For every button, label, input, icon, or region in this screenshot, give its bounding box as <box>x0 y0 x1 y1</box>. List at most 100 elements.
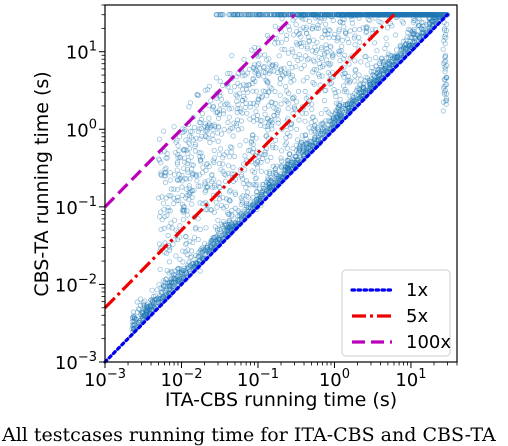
data-point <box>394 12 400 18</box>
data-point <box>341 109 348 115</box>
data-point <box>375 70 381 76</box>
data-point <box>413 37 420 43</box>
data-point <box>395 12 401 18</box>
data-point <box>412 35 419 41</box>
data-point <box>354 12 361 18</box>
data-point <box>217 146 224 152</box>
data-point <box>304 140 310 146</box>
data-point <box>289 65 295 71</box>
data-point <box>327 72 333 78</box>
data-point <box>176 171 182 178</box>
data-point <box>279 174 285 180</box>
data-point <box>406 43 413 49</box>
data-point <box>245 82 252 88</box>
data-point <box>310 79 316 86</box>
data-point <box>166 193 172 199</box>
data-point <box>129 315 136 321</box>
data-point <box>317 131 324 137</box>
data-point <box>346 12 352 18</box>
data-point <box>168 282 174 289</box>
data-point <box>309 143 315 150</box>
data-point <box>336 12 342 18</box>
data-point <box>277 176 284 182</box>
data-point <box>177 155 184 161</box>
data-point <box>240 176 246 182</box>
data-point <box>204 161 210 167</box>
data-point <box>247 104 253 110</box>
data-point <box>227 70 233 77</box>
data-point <box>264 12 270 18</box>
data-point <box>383 12 389 18</box>
data-point <box>369 65 375 71</box>
data-point <box>375 12 382 18</box>
data-point <box>150 299 156 305</box>
data-point <box>193 135 199 141</box>
data-point <box>402 12 408 18</box>
data-point <box>340 103 346 109</box>
data-point <box>333 100 339 106</box>
data-point <box>261 64 267 70</box>
data-point <box>183 241 189 247</box>
data-point <box>325 12 331 18</box>
data-point <box>159 217 165 223</box>
data-point <box>302 12 308 18</box>
data-point <box>323 118 329 124</box>
data-point <box>192 259 198 265</box>
data-point <box>229 12 235 18</box>
data-point <box>296 30 303 37</box>
data-point <box>307 12 313 18</box>
data-point <box>407 27 413 33</box>
data-point <box>308 142 314 149</box>
data-point <box>302 12 308 18</box>
data-point <box>353 12 359 19</box>
data-point <box>411 12 417 18</box>
data-point <box>174 198 180 204</box>
data-point <box>177 234 183 240</box>
data-point <box>252 44 258 51</box>
data-point <box>232 221 238 227</box>
data-point <box>171 276 178 282</box>
data-point <box>403 12 409 18</box>
data-point <box>442 87 448 94</box>
data-point <box>373 12 379 18</box>
data-point <box>383 55 390 61</box>
data-point <box>362 12 368 18</box>
data-point <box>303 53 309 59</box>
data-point <box>217 226 223 233</box>
data-point <box>304 57 311 63</box>
data-point <box>198 116 204 123</box>
data-point <box>216 160 223 167</box>
data-point <box>378 12 384 18</box>
data-point <box>367 82 373 88</box>
data-point <box>184 270 190 276</box>
data-point <box>369 12 375 18</box>
data-point <box>248 100 254 107</box>
data-point <box>227 219 233 225</box>
reference-line-1x <box>103 13 449 364</box>
data-point <box>362 12 368 18</box>
data-point <box>237 213 243 219</box>
data-point <box>407 12 414 18</box>
data-point <box>269 185 275 191</box>
data-point <box>421 12 427 18</box>
data-point <box>300 142 306 148</box>
data-point <box>283 36 289 43</box>
data-point <box>245 194 251 200</box>
data-point <box>211 159 217 166</box>
data-point <box>257 12 263 18</box>
data-point <box>187 141 193 147</box>
data-point <box>255 73 261 79</box>
data-point <box>315 135 321 141</box>
data-point <box>183 270 189 276</box>
data-point <box>216 230 222 236</box>
data-point <box>336 110 342 116</box>
data-point <box>300 12 306 18</box>
data-point <box>205 244 211 250</box>
data-point <box>147 303 153 309</box>
data-point <box>319 126 325 132</box>
data-point <box>282 97 288 103</box>
data-point <box>165 207 171 213</box>
data-point <box>251 200 257 206</box>
data-point <box>385 60 391 67</box>
